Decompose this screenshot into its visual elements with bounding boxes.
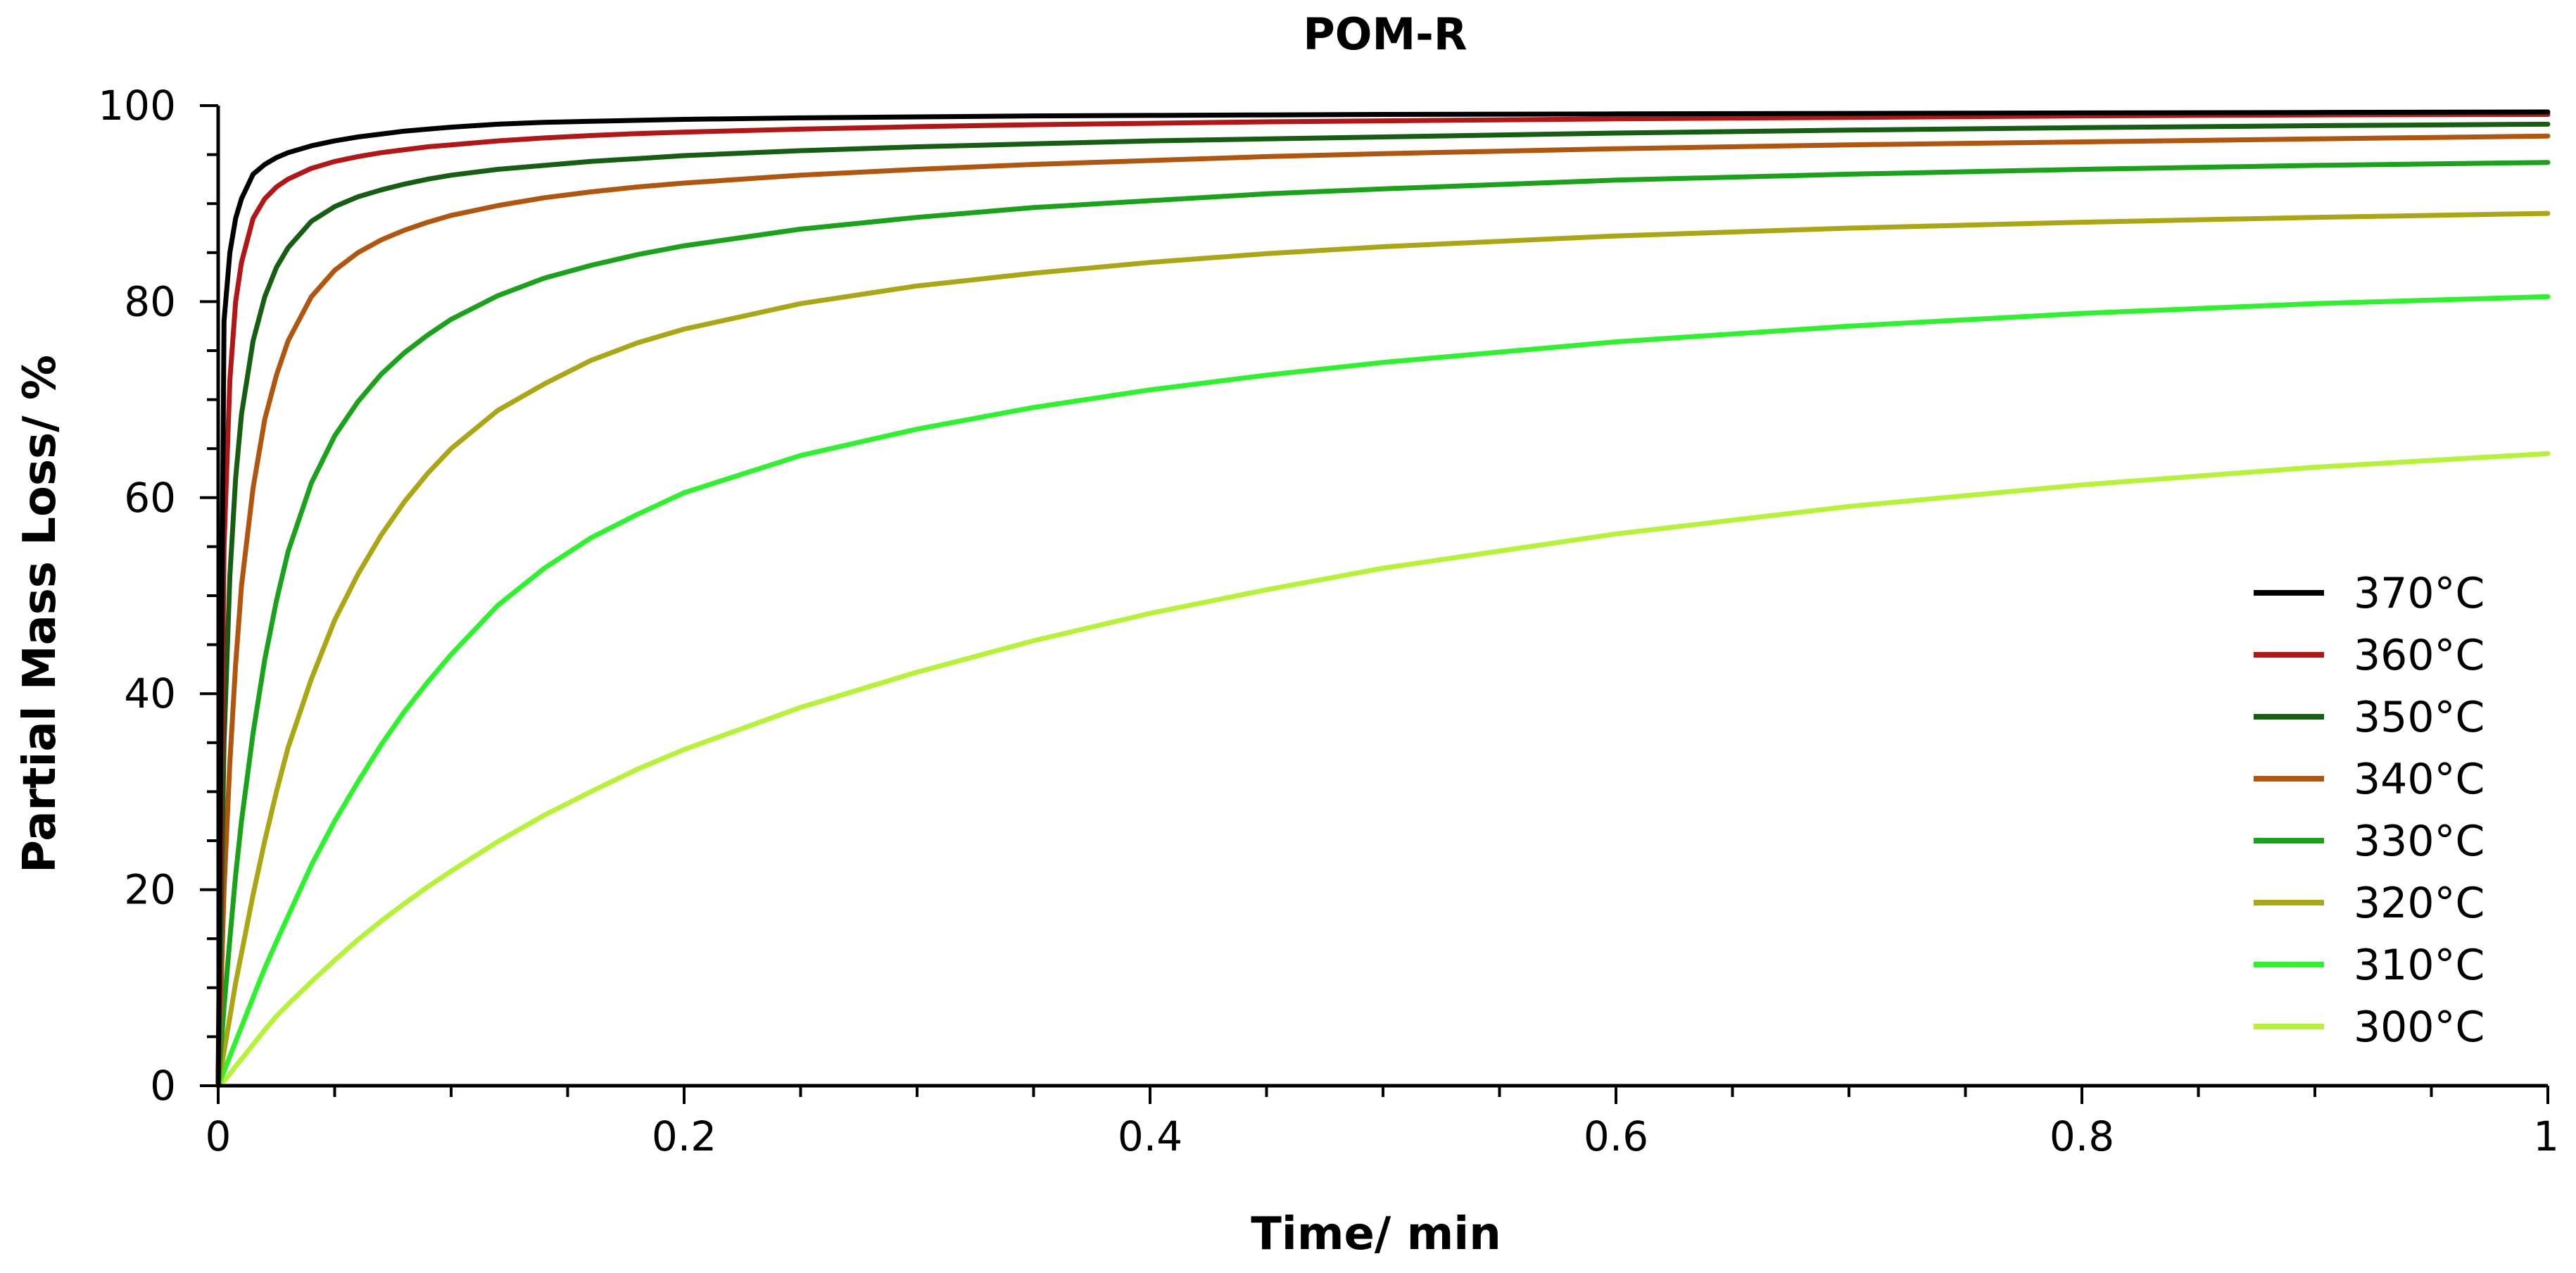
legend-label: 360°C: [2354, 631, 2485, 680]
series-line-330c: [215, 160, 2551, 1089]
y-tick-label: 0: [150, 1062, 176, 1110]
x-tick-label: 0.6: [1584, 1112, 1648, 1160]
legend-item-300c: 300°C: [2254, 1003, 2485, 1052]
x-tick-label: 0: [206, 1112, 232, 1160]
series-line-360c: [215, 112, 2551, 1089]
legend-label: 310°C: [2354, 941, 2485, 990]
series-line-300c: [215, 451, 2551, 1089]
legend-item-340c: 340°C: [2254, 755, 2485, 804]
legend-label: 370°C: [2354, 569, 2485, 618]
y-tick-label: 40: [124, 670, 176, 717]
series-layer: [215, 109, 2551, 1089]
series-line-370c: [215, 109, 2551, 1089]
y-tick-label: 20: [124, 866, 176, 914]
legend-item-330c: 330°C: [2254, 817, 2485, 866]
series-line-340c: [215, 133, 2551, 1089]
series-line-350c: [215, 121, 2551, 1089]
x-tick-label: 0.4: [1118, 1112, 1182, 1160]
legend-label: 300°C: [2354, 1003, 2485, 1052]
legend-item-360c: 360°C: [2254, 631, 2485, 680]
series-line-320c: [215, 211, 2551, 1089]
ticks-layer: 0 0.2 0.4 0.6 0.8 1 0 20 40 60 80 100: [98, 82, 2559, 1160]
y-tick-label: 60: [124, 474, 176, 522]
legend-item-320c: 320°C: [2254, 879, 2485, 928]
legend-label: 350°C: [2354, 693, 2485, 742]
chart-title: POM-R: [1303, 8, 1467, 60]
legend: 370°C 360°C 350°C 340°C 330°C 320°C 310°C 300°C: [2254, 569, 2485, 1052]
x-tick-label: 1: [2533, 1112, 2559, 1160]
y-axis-title: Partial Mass Loss/ %: [14, 355, 66, 873]
legend-item-370c: 370°C: [2254, 569, 2485, 618]
legend-label: 340°C: [2354, 755, 2485, 804]
x-tick-label: 0.8: [2050, 1112, 2114, 1160]
y-tick-label: 80: [124, 277, 176, 325]
legend-label: 330°C: [2354, 817, 2485, 866]
legend-item-350c: 350°C: [2254, 693, 2485, 742]
y-tick-label: 100: [98, 82, 176, 130]
legend-label: 320°C: [2354, 879, 2485, 928]
x-tick-label: 0.2: [652, 1112, 716, 1160]
series-line-310c: [215, 294, 2551, 1089]
x-axis-title: Time/ min: [1251, 1208, 1501, 1260]
legend-item-310c: 310°C: [2254, 941, 2485, 990]
